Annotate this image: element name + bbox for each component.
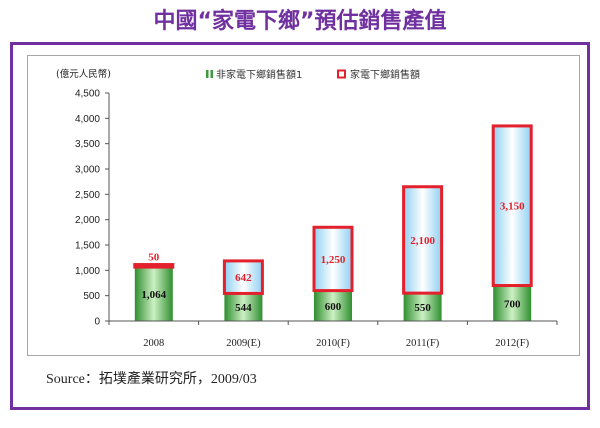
data-label-non-program-sales-2011-f: 550 bbox=[414, 302, 431, 314]
legend-marker-red-square bbox=[337, 69, 346, 79]
bar-non-program-sales-2009-e bbox=[224, 293, 263, 321]
y-axis: 0 500 1,000 1,500 2,000 2,500 3,000 3,500 4,000 4… bbox=[75, 89, 110, 328]
bar-non-program-sales-2011-f bbox=[403, 293, 442, 321]
legend-marker-green-bar-right bbox=[210, 70, 213, 78]
legend-item-program-sales: 家電下鄉銷售額 bbox=[337, 68, 420, 81]
bars bbox=[133, 124, 533, 321]
bar-non-program-sales-2008 bbox=[134, 267, 173, 321]
y-tick-label: 2,500 bbox=[75, 190, 100, 201]
y-axis-title: (億元人民幣) bbox=[56, 68, 111, 80]
legend-label-program-sales: 家電下鄉銷售額 bbox=[350, 68, 420, 81]
bar-program-sales-2009-e bbox=[222, 259, 264, 295]
data-label-non-program-sales-2012-f: 700 bbox=[504, 298, 521, 310]
chart-title: 中國“家電下鄉”預估銷售產值 bbox=[153, 9, 447, 34]
y-tick-label: 500 bbox=[83, 291, 100, 302]
x-tick-label-2008: 2008 bbox=[143, 338, 164, 349]
data-labels: 1,064 50 544 642 600 1,250 550 2,100 700 3,150 bbox=[141, 201, 525, 314]
x-tick-label-2010-f: 2010(F) bbox=[316, 338, 350, 349]
data-label-program-sales-2012-f: 3,150 bbox=[500, 201, 525, 213]
data-label-program-sales-2011-f: 2,100 bbox=[410, 235, 435, 247]
legend: 非家電下鄉銷售額1 家電下鄉銷售額 bbox=[206, 68, 420, 81]
y-tick-label: 1,000 bbox=[75, 266, 100, 277]
y-tick-label: 1,500 bbox=[75, 241, 100, 252]
bar-non-program-sales-2010-f bbox=[314, 290, 352, 321]
legend-marker-green-bar-left bbox=[206, 70, 209, 78]
plot-area-border bbox=[27, 55, 580, 356]
data-label-program-sales-2010-f: 1,250 bbox=[321, 254, 346, 266]
bar-program-sales-2008 bbox=[133, 263, 175, 269]
bar-non-program-sales-2012-f bbox=[493, 285, 532, 321]
x-tick-label-2012-f: 2012(F) bbox=[495, 338, 529, 349]
data-label-non-program-sales-2008: 1,064 bbox=[141, 289, 166, 301]
x-tick-label-2009-e: 2009(E) bbox=[226, 338, 261, 349]
y-tick-label: 4,000 bbox=[75, 114, 100, 125]
y-tick-label: 4,500 bbox=[75, 89, 100, 100]
legend-item-non-program-sales: 非家電下鄉銷售額1 bbox=[206, 68, 302, 81]
data-label-non-program-sales-2010-f: 600 bbox=[325, 301, 342, 313]
source-note: Source：拓墣產業研究所，2009/03 bbox=[46, 372, 257, 387]
bar-program-sales-2012-f bbox=[491, 124, 533, 288]
x-tick-label-2011-f: 2011(F) bbox=[406, 338, 440, 349]
y-tick-label: 0 bbox=[94, 317, 100, 328]
y-tick-label: 3,000 bbox=[75, 165, 100, 176]
bar-program-sales-2010-f bbox=[312, 225, 354, 293]
data-label-program-sales-2009-e: 642 bbox=[235, 272, 252, 284]
legend-label-non-program-sales: 非家電下鄉銷售額1 bbox=[216, 68, 302, 81]
slide-border bbox=[10, 42, 590, 410]
data-label-non-program-sales-2009-e: 544 bbox=[235, 302, 252, 314]
y-tick-label: 2,000 bbox=[75, 215, 100, 226]
x-axis: 2008 2009(E) 2010(F) 2011(F) 2012(F) bbox=[108, 320, 558, 349]
y-tick-label: 3,500 bbox=[75, 139, 100, 150]
bar-program-sales-2011-f bbox=[402, 185, 444, 295]
data-label-program-sales-2008: 50 bbox=[148, 252, 160, 264]
